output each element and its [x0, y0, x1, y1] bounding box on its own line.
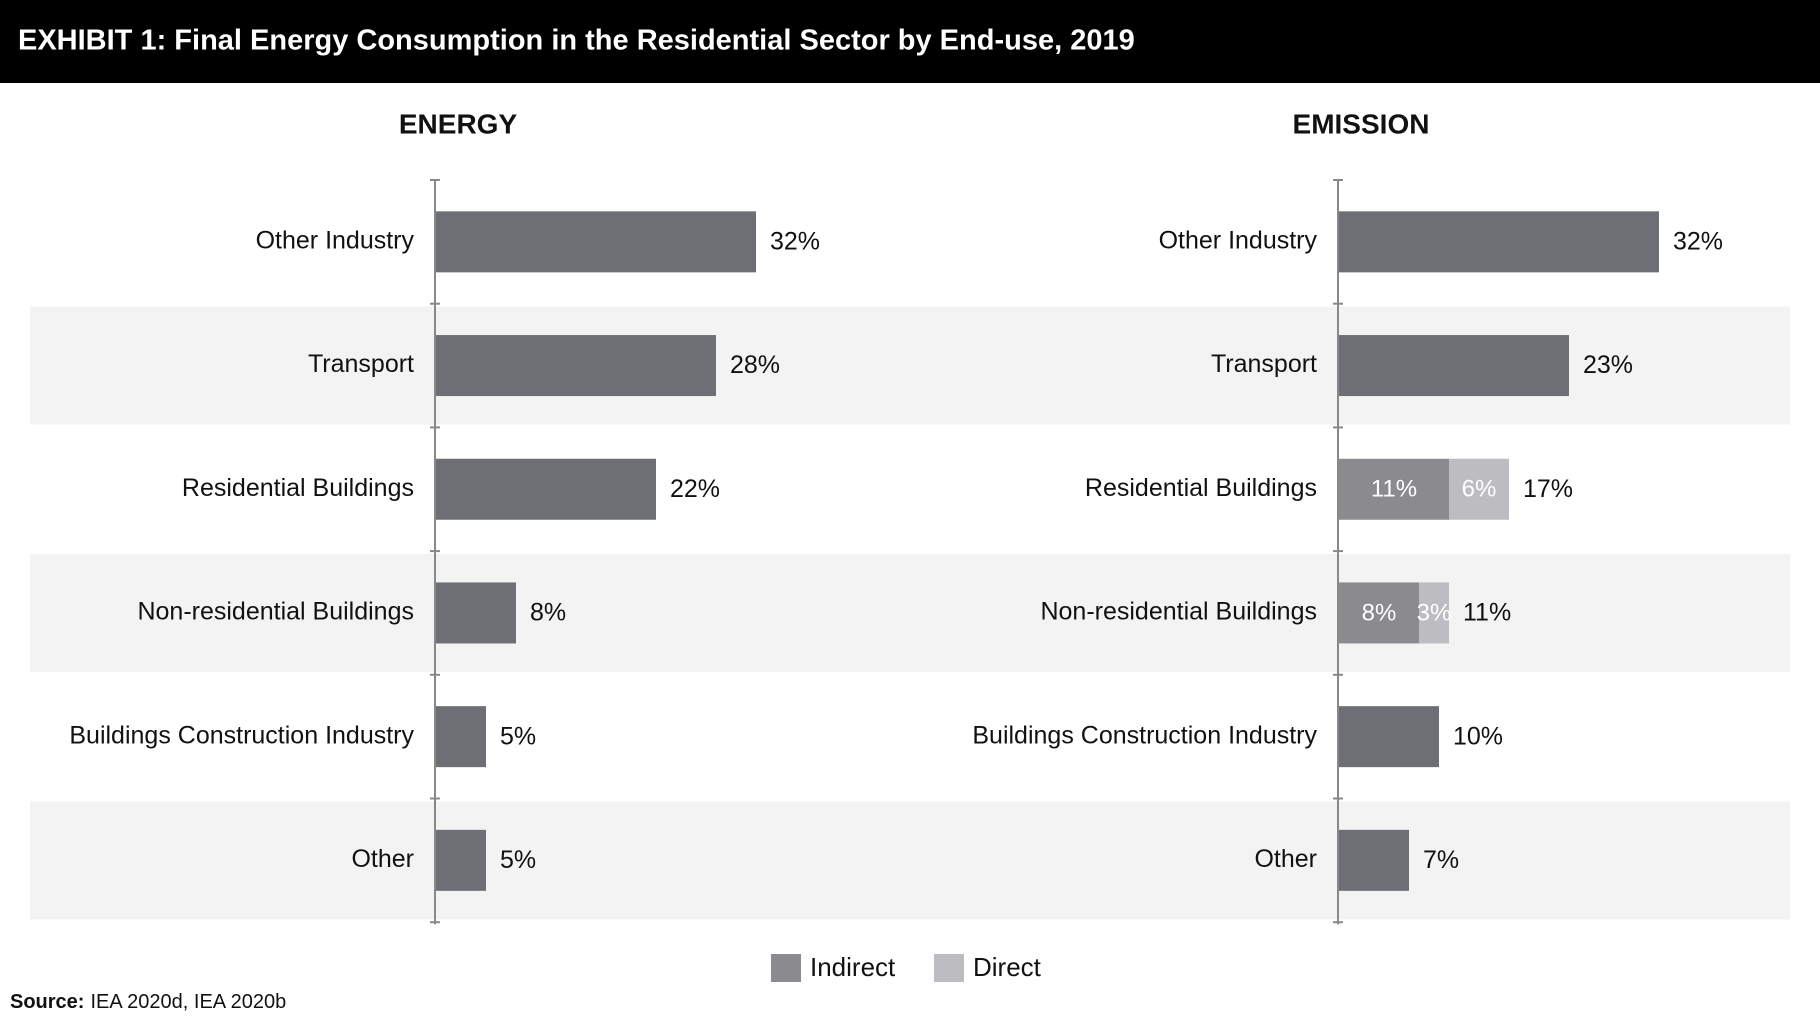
bar [1339, 829, 1409, 891]
bar [436, 582, 516, 644]
category-label: Other Industry [1159, 226, 1318, 254]
bar-segment [1419, 582, 1449, 644]
legend-label: Direct [973, 952, 1042, 982]
header-bar [0, 0, 1820, 83]
chart-title: EMISSION [1293, 108, 1430, 139]
segment-label: 3% [1417, 599, 1452, 626]
bar-segment [1339, 582, 1419, 644]
bar [1339, 211, 1659, 273]
value-label: 11% [1463, 599, 1511, 627]
legend-swatch [934, 954, 964, 982]
bar [436, 829, 486, 891]
source-label: Source: [10, 991, 84, 1013]
chart-title: ENERGY [399, 108, 518, 139]
value-label: 5% [500, 722, 536, 750]
category-label: Other [1254, 845, 1317, 873]
bar [436, 706, 486, 768]
segment-label: 6% [1462, 476, 1497, 503]
category-label: Other [351, 845, 414, 873]
category-label: Transport [308, 350, 414, 378]
value-label: 28% [730, 351, 780, 379]
category-label: Residential Buildings [1085, 474, 1317, 502]
row-band [30, 801, 1790, 920]
category-label: Buildings Construction Industry [972, 721, 1317, 749]
category-label: Non-residential Buildings [1040, 598, 1317, 626]
source: Source: IEA 2020d, IEA 2020b [10, 991, 286, 1013]
segment-label: 11% [1371, 476, 1417, 503]
value-label: 23% [1583, 351, 1633, 379]
value-label: 10% [1453, 722, 1503, 750]
bar-segment [1339, 458, 1449, 520]
category-label: Residential Buildings [182, 474, 414, 502]
segment-label: 8% [1362, 599, 1397, 626]
value-label: 22% [670, 475, 720, 503]
bar [436, 458, 656, 520]
bar-segment [1449, 458, 1509, 520]
legend-swatch [771, 954, 801, 982]
value-label: 5% [500, 846, 536, 874]
category-label: Other Industry [256, 226, 415, 254]
header-title: EXHIBIT 1: Final Energy Consumption in t… [18, 25, 1135, 57]
category-label: Non-residential Buildings [137, 598, 414, 626]
legend-label: Indirect [810, 952, 896, 982]
bar [436, 335, 716, 397]
value-label: 17% [1523, 475, 1573, 503]
value-label: 7% [1423, 846, 1459, 874]
row-band [30, 553, 1790, 672]
category-label: Buildings Construction Industry [69, 721, 414, 749]
value-label: 8% [530, 599, 566, 627]
value-label: 32% [770, 227, 820, 255]
category-label: Transport [1211, 350, 1317, 378]
bar [1339, 706, 1439, 768]
bar [1339, 335, 1569, 397]
bar [436, 211, 756, 273]
value-label: 32% [1673, 227, 1723, 255]
source-text: IEA 2020d, IEA 2020b [90, 991, 286, 1013]
